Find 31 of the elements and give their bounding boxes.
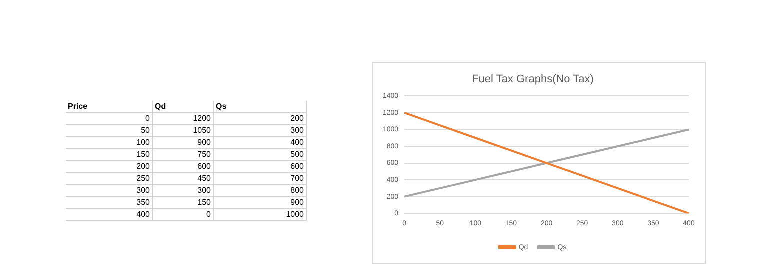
text: 200 xyxy=(214,112,306,124)
text: 400 xyxy=(214,136,306,148)
text: 100 xyxy=(66,136,152,148)
text: 200 xyxy=(66,160,152,172)
text: 300 xyxy=(66,184,152,196)
text: 600 xyxy=(214,160,306,172)
text: 0 xyxy=(66,112,152,124)
text: 900 xyxy=(152,136,214,148)
text: 700 xyxy=(214,172,306,184)
text: 600 xyxy=(152,160,214,172)
text: 400 xyxy=(66,208,152,220)
text: Price xyxy=(66,101,152,112)
text: 150 xyxy=(152,196,214,208)
text: 900 xyxy=(214,196,306,208)
text: 250 xyxy=(66,172,152,184)
text: 350 xyxy=(66,196,152,208)
text: 500 xyxy=(214,148,306,160)
text: Qs xyxy=(214,101,306,112)
text: 750 xyxy=(152,148,214,160)
text: 1000 xyxy=(214,208,306,220)
text: 800 xyxy=(214,184,306,196)
text: 1050 xyxy=(152,124,214,136)
text: 300 xyxy=(214,124,306,136)
text: 450 xyxy=(152,172,214,184)
text: Qd xyxy=(152,101,214,112)
text: 50 xyxy=(66,124,152,136)
chart-title: Fuel Tax Graphs(No Tax) xyxy=(472,74,594,86)
text: 150 xyxy=(66,148,152,160)
text: 300 xyxy=(152,184,214,196)
text: 1200 xyxy=(152,112,214,124)
text: 0 xyxy=(152,208,214,220)
